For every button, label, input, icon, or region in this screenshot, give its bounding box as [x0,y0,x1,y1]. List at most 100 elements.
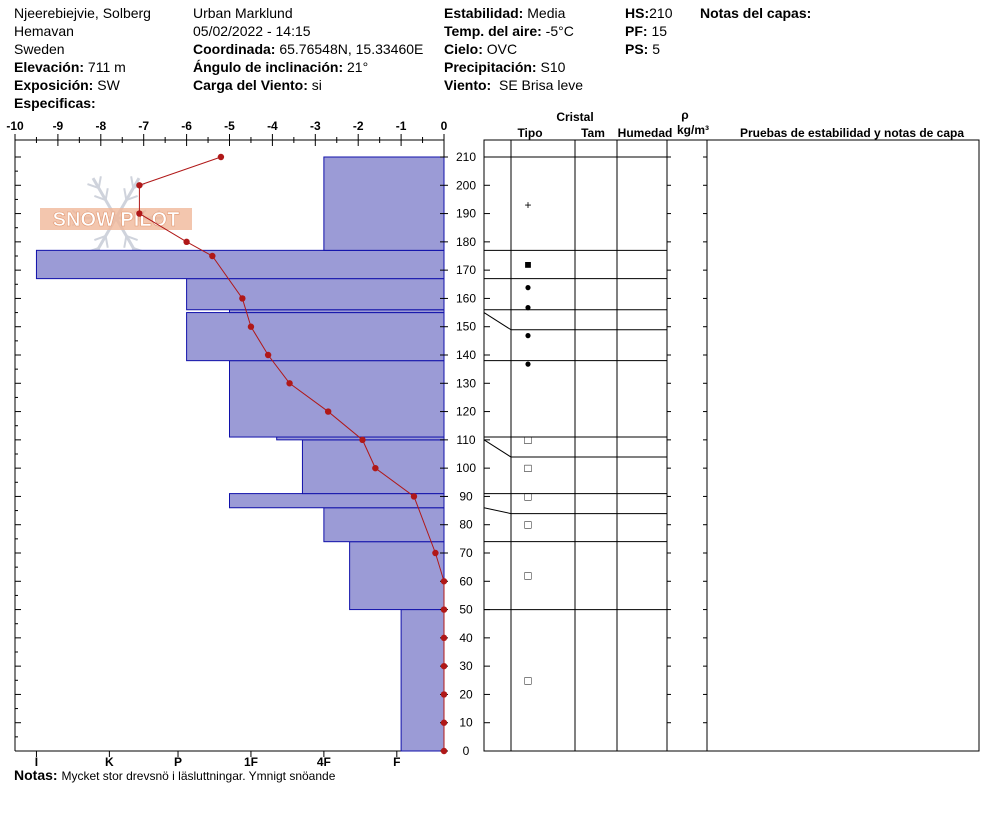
hardness-layer-bar [229,360,445,438]
pf-label: PF: [625,23,648,39]
snowpilot-watermark: SNOW PILOT [40,176,192,260]
crystal-symbol: □ [524,673,531,687]
crystal-symbol: ■ [524,257,531,271]
height-tick-label: 20 [459,687,473,701]
notes-text: Mycket stor drevsnö i läsluttningar. Ymn… [61,769,336,783]
height-tick-label: 200 [456,178,476,192]
crystal-symbol: ● [524,300,531,314]
temperature-point [440,662,448,670]
hardness-tick-label: P [174,755,182,769]
temperature-point [209,252,216,260]
precipitation: Precipitación: S10 [444,58,565,76]
temperature-point [239,295,246,302]
wind-label: Viento: [444,77,492,93]
temperature-point [359,436,366,444]
ps: PS: 5 [625,40,660,58]
region: Hemavan [14,23,74,39]
temp-tick-label: -3 [310,119,321,133]
crystal-symbol: □ [524,433,531,447]
hs-value: 210 [649,5,673,21]
elevation-label: Elevación: [14,59,85,75]
temp-tick-label: -4 [267,119,278,133]
air-temp-value: -5°C [545,23,574,39]
slope-value: 21° [347,59,369,75]
height-tick-label: 70 [459,546,473,560]
ps-label: PS: [625,41,649,57]
height-tick-label: 40 [459,631,473,645]
temperature-point [264,351,272,359]
height-tick-label: 0 [463,744,470,758]
ps-value: 5 [652,41,661,57]
stability: Estabilidad: Media [444,4,565,22]
hardness-layer-bar [186,312,445,362]
temperature-point [217,153,225,161]
notes-label: Notas: [14,767,58,783]
elevation: Elevación: 711 m [14,58,126,76]
specifics-label: Especificas: [14,95,96,111]
crystal-symbol: ● [524,280,531,294]
precip-label: Precipitación: [444,59,537,75]
watermark-snowflake-branch [123,188,128,201]
observer: Urban Marklund [193,5,293,21]
hardness-layer-bar [301,439,445,495]
elevation-value: 711 m [87,59,126,75]
country: Sweden [14,41,65,57]
height-tick-label: 50 [459,603,473,617]
watermark-snowflake-branch [123,235,128,248]
watermark-snowflake-branch [94,234,106,241]
temp-tick-label: -1 [396,119,407,133]
stability-label: Estabilidad: [444,5,524,21]
layer-connector [483,312,512,331]
height-tick-label: 100 [456,461,476,475]
hardness-layer-bar [35,249,445,280]
slope-label: Ángulo de inclinación: [193,59,344,75]
hardness-layer-bar [323,156,445,251]
temperature-point [136,182,143,189]
header-rho: ρ [681,108,688,122]
temp-tick-label: -2 [353,119,364,133]
crystal-symbol: □ [524,569,531,583]
crystal-symbol: ● [524,356,531,370]
height-tick-label: 150 [456,320,476,334]
wind-load-label: Carga del Viento: [193,77,308,93]
watermark-snowflake-branch [87,183,100,190]
height-tick-label: 210 [456,150,476,164]
hardness-layer-bar [186,278,445,311]
sky-value: OVC [486,41,518,57]
height-tick-label: 10 [459,716,473,730]
temperature-point [440,747,448,755]
header-type: Tipo [517,126,542,140]
wind-value: SE Brisa leve [498,77,584,93]
temp-tick-label: -7 [138,119,149,133]
hardness-layer-bar [323,507,445,543]
hardness-tick-label: K [105,755,114,769]
notes: Notas: Mycket stor drevsnö i läsluttning… [14,766,335,785]
header-humidity: Humedad [618,126,673,140]
crystal-table: Cristal Tipo Tam Humedad ρkg/m³ Pruebas de es… [483,108,980,752]
air-temp: Temp. del aire: -5°C [444,22,574,40]
crystal-symbol: □ [524,489,531,503]
header-density-unit: kg/m³ [677,123,709,137]
exposure: Exposición: SW [14,76,120,94]
sky: Cielo: OVC [444,40,517,58]
table-frame [483,139,980,752]
hs-label: HS: [625,5,650,21]
height-tick-label: 130 [456,376,476,390]
pf: PF: 15 [625,22,667,40]
crystal-symbol: + [524,198,531,212]
temp-tick-label: -10 [6,119,24,133]
watermark-snowflake-branch [104,188,109,201]
watermark-snowflake-branch [130,176,135,189]
height-tick-label: 180 [456,235,476,249]
header-crystal: Cristal [556,110,593,124]
sky-label: Cielo: [444,41,483,57]
hardness-tick-label: I [35,755,38,769]
header-tests: Pruebas de estabilidad y notas de capa [740,126,964,140]
crystal-symbol: □ [524,518,531,532]
wind: Viento: SE Brisa leve [444,76,583,94]
temperature-point [247,323,255,330]
height-tick-label: 110 [456,433,475,447]
temperature-point [440,719,448,726]
hardness-layer-bar [349,541,445,611]
temperature-point [440,691,448,698]
